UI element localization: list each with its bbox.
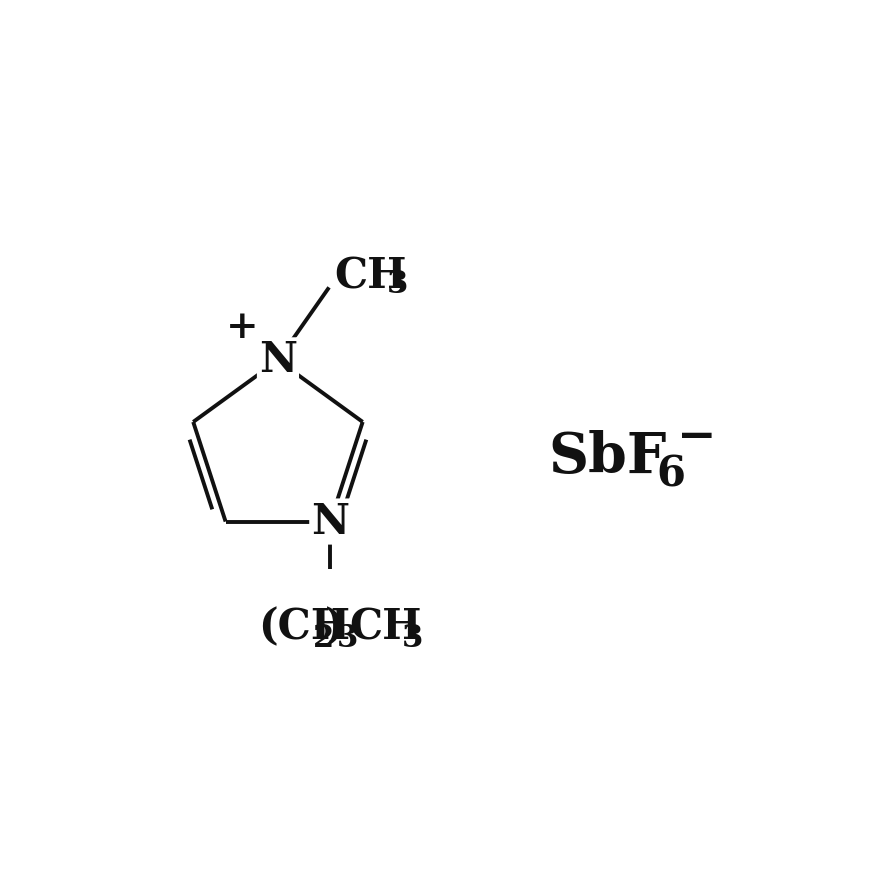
Text: N: N [259,339,297,381]
Text: CH: CH [350,607,422,649]
Text: CH: CH [334,255,407,297]
Text: N: N [312,500,349,543]
Text: −: − [677,414,717,460]
Text: +: + [226,309,259,346]
Text: SbF: SbF [548,430,667,485]
Text: ): ) [325,607,344,649]
Text: 6: 6 [656,453,685,495]
Text: 3: 3 [337,623,359,654]
Text: 2: 2 [313,623,335,654]
Text: 3: 3 [386,269,408,300]
Text: (CH: (CH [258,607,351,649]
Text: 3: 3 [402,623,424,654]
